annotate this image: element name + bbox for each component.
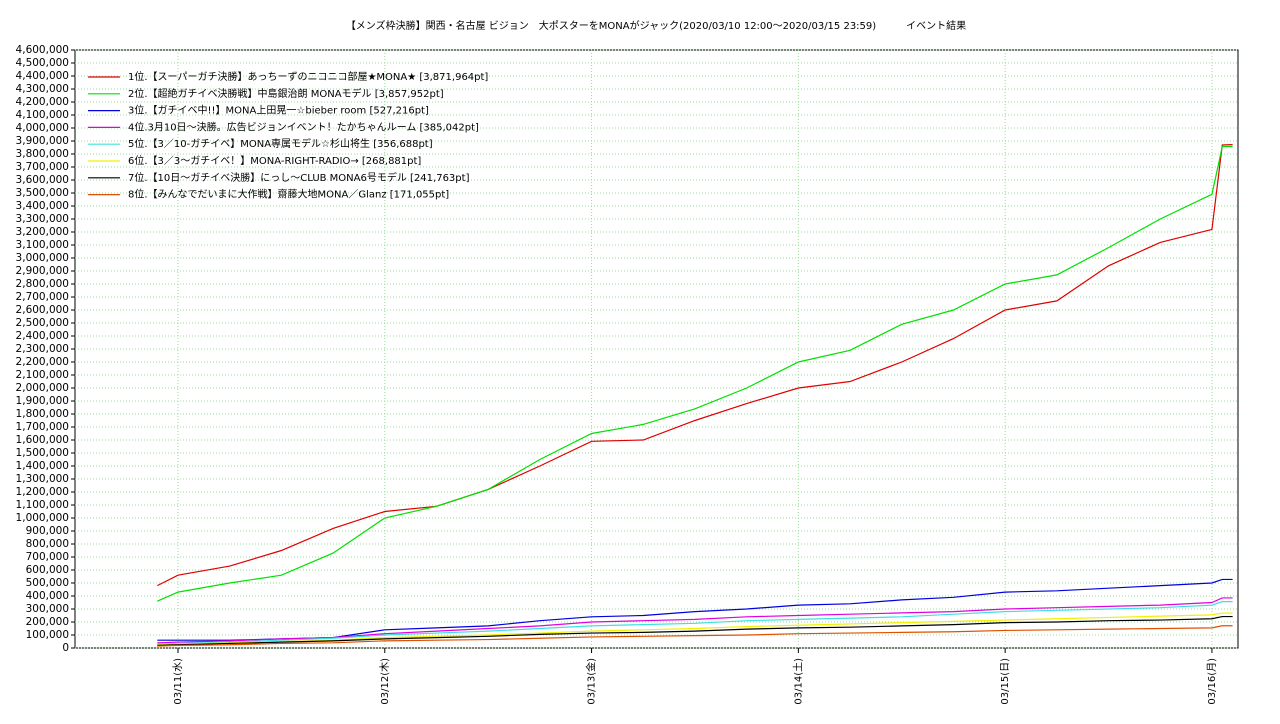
x-tick-label: 03/15(日) — [1000, 658, 1011, 705]
y-tick-label: 3,700,000 — [16, 161, 69, 173]
y-tick-label: 1,900,000 — [16, 395, 69, 407]
series-line — [157, 625, 1233, 647]
y-tick-label: 4,400,000 — [16, 70, 69, 82]
legend-label: 8位.【みんなでだいまに大作戦】齋藤大地MONA／Glanz [171,055p… — [128, 188, 449, 201]
y-tick-label: 2,500,000 — [16, 317, 69, 329]
x-tick-label: 03/16(月) — [1206, 658, 1218, 705]
y-tick-label: 2,000,000 — [16, 382, 69, 394]
series-line — [157, 145, 1233, 602]
y-tick-label: 1,800,000 — [16, 408, 69, 420]
legend-label: 4位.3月10日〜決勝。広告ビジョンイベント！たかちゃんルーム [385,042… — [128, 120, 479, 133]
y-tick-label: 0 — [62, 642, 69, 654]
y-tick-label: 1,400,000 — [16, 460, 69, 472]
y-tick-label: 3,600,000 — [16, 174, 69, 186]
y-tick-label: 3,100,000 — [16, 239, 69, 251]
y-tick-label: 2,600,000 — [16, 304, 69, 316]
y-tick-label: 2,100,000 — [16, 369, 69, 381]
series-line — [157, 597, 1233, 644]
y-tick-label: 2,900,000 — [16, 265, 69, 277]
x-tick-label: 03/14(土) — [791, 658, 804, 705]
y-tick-label: 2,300,000 — [16, 343, 69, 355]
y-tick-label: 1,300,000 — [16, 473, 69, 485]
y-tick-label: 100,000 — [26, 629, 69, 641]
series-line — [157, 144, 1233, 587]
y-tick-label: 1,500,000 — [16, 447, 69, 459]
y-tick-label: 3,800,000 — [16, 148, 69, 160]
y-tick-label: 3,900,000 — [16, 135, 69, 147]
y-tick-label: 2,800,000 — [16, 278, 69, 290]
y-tick-label: 4,000,000 — [16, 122, 69, 134]
y-tick-label: 800,000 — [26, 538, 69, 550]
y-tick-label: 2,200,000 — [16, 356, 69, 368]
y-tick-label: 4,500,000 — [16, 57, 69, 69]
x-tick-label: 03/11(水) — [172, 658, 184, 705]
y-tick-label: 2,700,000 — [16, 291, 69, 303]
y-tick-label: 1,700,000 — [16, 421, 69, 433]
legend-label: 1位.【スーパーガチ決勝】あっちーずのニコニコ部屋★MONA★ [3,871,9… — [128, 70, 488, 83]
y-tick-label: 200,000 — [26, 616, 69, 628]
y-tick-label: 900,000 — [26, 525, 69, 537]
y-tick-label: 3,300,000 — [16, 213, 69, 225]
y-tick-label: 3,200,000 — [16, 226, 69, 238]
legend-label: 7位.【10日〜ガチイベ決勝】にっし〜CLUB MONA6号モデル [241,7… — [128, 171, 470, 184]
x-tick-label: 03/13(金) — [585, 658, 598, 705]
y-tick-label: 1,100,000 — [16, 499, 69, 511]
y-tick-label: 3,500,000 — [16, 187, 69, 199]
legend-label: 5位.【3／10-ガチイベ】MONA専属モデル☆杉山将生 [356,688pt] — [128, 137, 433, 150]
y-tick-label: 700,000 — [26, 551, 69, 563]
y-tick-label: 600,000 — [26, 564, 69, 576]
legend-label: 2位.【超絶ガチイベ決勝戦】中島銀治朗 MONAモデル [3,857,952pt… — [128, 87, 444, 100]
y-tick-label: 4,100,000 — [16, 109, 69, 121]
x-tick-label: 03/12(木) — [379, 658, 391, 705]
series-line — [157, 615, 1233, 646]
y-tick-label: 1,000,000 — [16, 512, 69, 524]
y-tick-label: 2,400,000 — [16, 330, 69, 342]
y-tick-label: 4,300,000 — [16, 83, 69, 95]
y-tick-label: 1,600,000 — [16, 434, 69, 446]
y-tick-label: 4,200,000 — [16, 96, 69, 108]
legend-label: 6位.【3／3〜ガチイベ！】MONA-RIGHT-RADIO→ [268,881… — [128, 154, 421, 167]
legend-label: 3位.【ガチイベ中!!】MONA上田晃一☆bieber room [527,21… — [128, 104, 429, 117]
y-tick-label: 1,200,000 — [16, 486, 69, 498]
y-tick-label: 300,000 — [26, 603, 69, 615]
y-tick-label: 500,000 — [26, 577, 69, 589]
y-tick-label: 3,000,000 — [16, 252, 69, 264]
y-tick-label: 4,600,000 — [16, 44, 69, 56]
series-line — [157, 612, 1233, 646]
y-tick-label: 400,000 — [26, 590, 69, 602]
chart-title: 【メンズ枠決勝】関西・名古屋 ビジョン 大ポスターをMONAがジャック(2020… — [346, 19, 966, 32]
y-tick-label: 3,400,000 — [16, 200, 69, 212]
series-line — [157, 601, 1233, 645]
